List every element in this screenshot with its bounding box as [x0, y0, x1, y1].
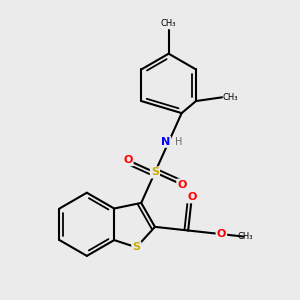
Text: O: O	[123, 155, 133, 165]
Text: H: H	[176, 137, 183, 147]
Text: CH₃: CH₃	[223, 93, 238, 102]
Text: CH₃: CH₃	[238, 232, 253, 241]
Text: N: N	[161, 137, 170, 147]
Text: O: O	[217, 229, 226, 239]
Text: O: O	[177, 180, 187, 190]
Text: O: O	[187, 192, 196, 202]
Text: S: S	[151, 167, 159, 177]
Text: CH₃: CH₃	[161, 19, 176, 28]
Text: S: S	[132, 242, 140, 252]
